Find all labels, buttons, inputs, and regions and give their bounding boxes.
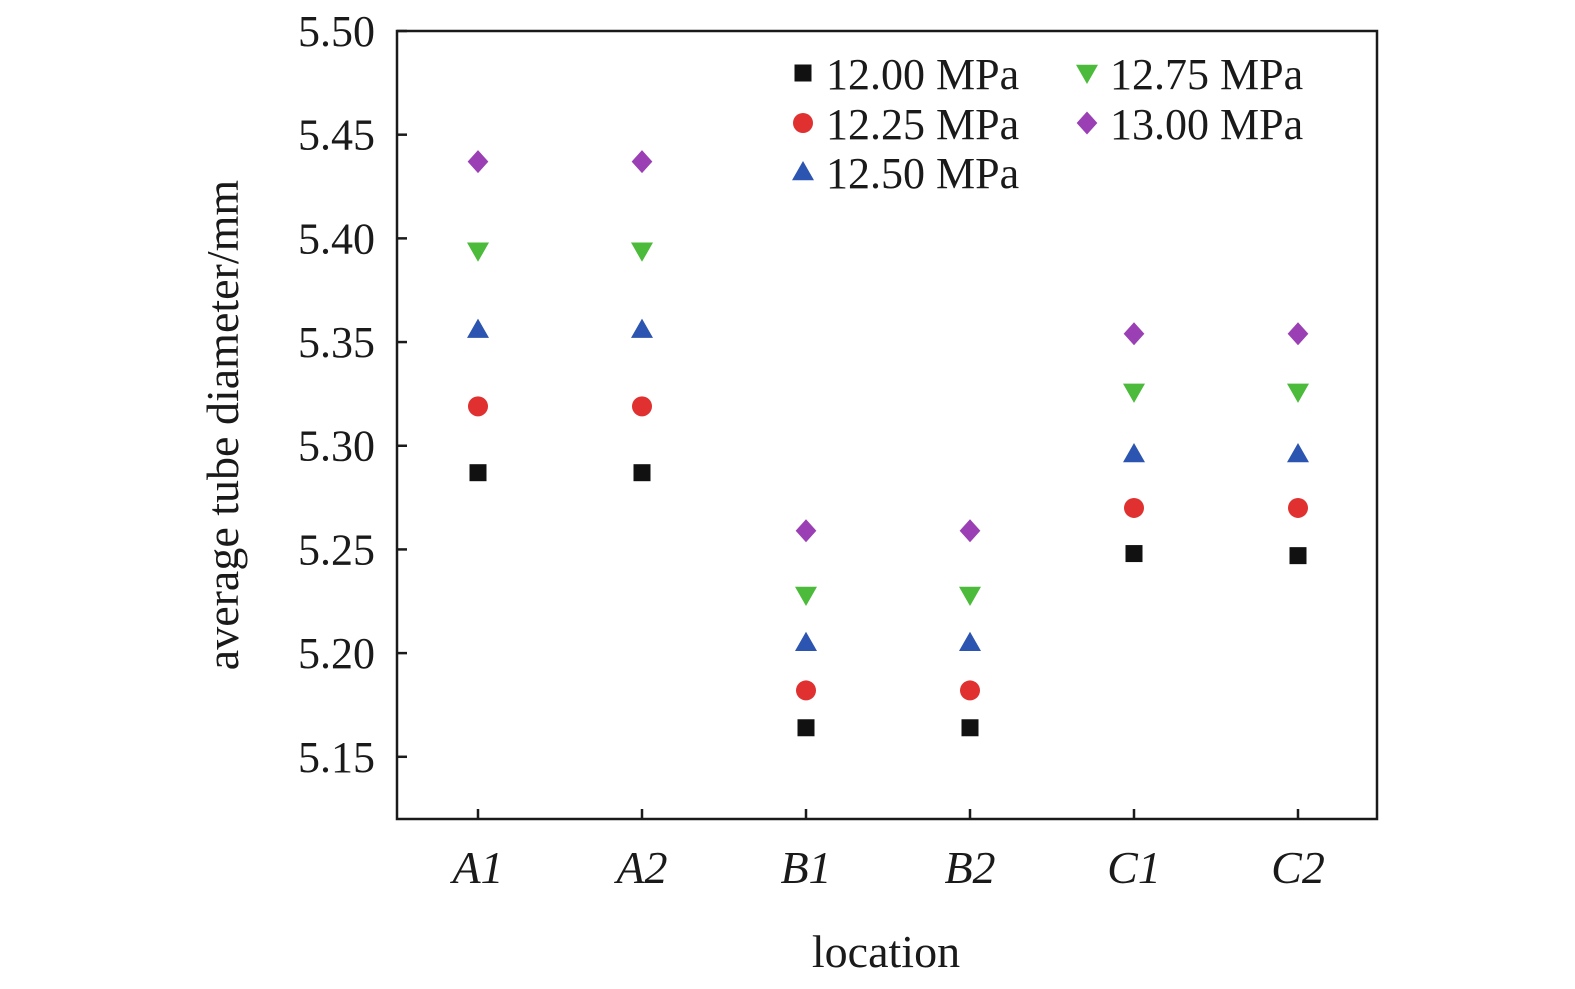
data-point-series-0-B1 [797, 719, 815, 737]
y-tick-label: 5.40 [298, 214, 375, 263]
y-tick-label: 5.25 [298, 525, 375, 574]
data-point-series-0-A2 [633, 464, 651, 482]
data-point-series-2-C1 [1123, 443, 1145, 463]
data-point-series-4-B1 [795, 519, 817, 543]
data-point-series-2-A2 [631, 318, 653, 338]
x-tick-label: A1 [449, 842, 503, 893]
data-point-series-4-A1 [467, 150, 489, 174]
data-point-series-2-A1 [467, 318, 489, 338]
data-point-series-1-C2 [1288, 497, 1308, 518]
legend-marker [1076, 111, 1098, 135]
x-tick-label: C1 [1107, 842, 1161, 893]
data-point-series-4-B2 [959, 519, 981, 543]
x-tick-label: B1 [780, 842, 831, 893]
data-point-series-0-A1 [469, 464, 487, 482]
data-point-series-1-C1 [1124, 497, 1144, 518]
x-axis-title: location [812, 926, 960, 977]
x-tick-label: B2 [944, 842, 995, 893]
data-point-series-3-B1 [795, 586, 817, 607]
data-point-series-3-B2 [959, 586, 981, 607]
data-point-series-2-B1 [795, 631, 817, 651]
data-point-series-2-B2 [959, 631, 981, 651]
y-tick-label: 5.30 [298, 422, 375, 471]
data-point-series-2-C2 [1287, 443, 1309, 463]
data-point-series-3-C2 [1287, 383, 1309, 403]
data-point-series-1-A1 [468, 396, 488, 417]
x-tick-label: C2 [1271, 842, 1325, 893]
data-point-series-3-A1 [467, 242, 489, 262]
legend-label: 12.50 MPa [826, 149, 1019, 198]
legend-marker [794, 64, 812, 82]
y-tick-label: 5.15 [298, 733, 375, 782]
y-tick-label: 5.20 [298, 629, 375, 678]
y-tick-label: 5.50 [298, 7, 375, 56]
legend-marker [792, 161, 814, 181]
legend-marker [1076, 64, 1098, 84]
data-point-series-1-A2 [632, 396, 652, 417]
legend-label: 12.25 MPa [826, 100, 1019, 149]
x-axis-ticks: A1 A2 B1 B2 C1 C2 [449, 809, 1325, 893]
data-point-series-3-C1 [1123, 383, 1145, 403]
data-point-series-1-B2 [960, 680, 980, 701]
data-point-series-4-C2 [1287, 322, 1309, 346]
legend-marker [793, 113, 813, 133]
y-tick-label: 5.45 [298, 111, 375, 160]
legend-label: 13.00 MPa [1110, 100, 1303, 149]
data-point-series-0-C1 [1125, 545, 1143, 563]
data-point-series-4-A2 [631, 150, 653, 174]
data-point-series-1-B1 [796, 680, 816, 701]
plot-frame [395, 29, 1379, 821]
legend-label: 12.75 MPa [1110, 50, 1303, 99]
y-axis-ticks: 5.15 5.20 5.25 5.30 5.35 5.40 5.45 5.50 [298, 7, 407, 782]
x-tick-label: A2 [613, 842, 667, 893]
y-tick-label: 5.35 [298, 318, 375, 367]
legend-label: 12.00 MPa [826, 50, 1019, 99]
data-point-series-3-A2 [631, 242, 653, 262]
data-point-series-4-C1 [1123, 322, 1145, 346]
data-points [467, 150, 1309, 737]
data-point-series-0-C2 [1289, 547, 1307, 565]
data-point-series-0-B2 [961, 719, 979, 737]
y-axis-title: average tube diameter/mm [197, 180, 248, 671]
